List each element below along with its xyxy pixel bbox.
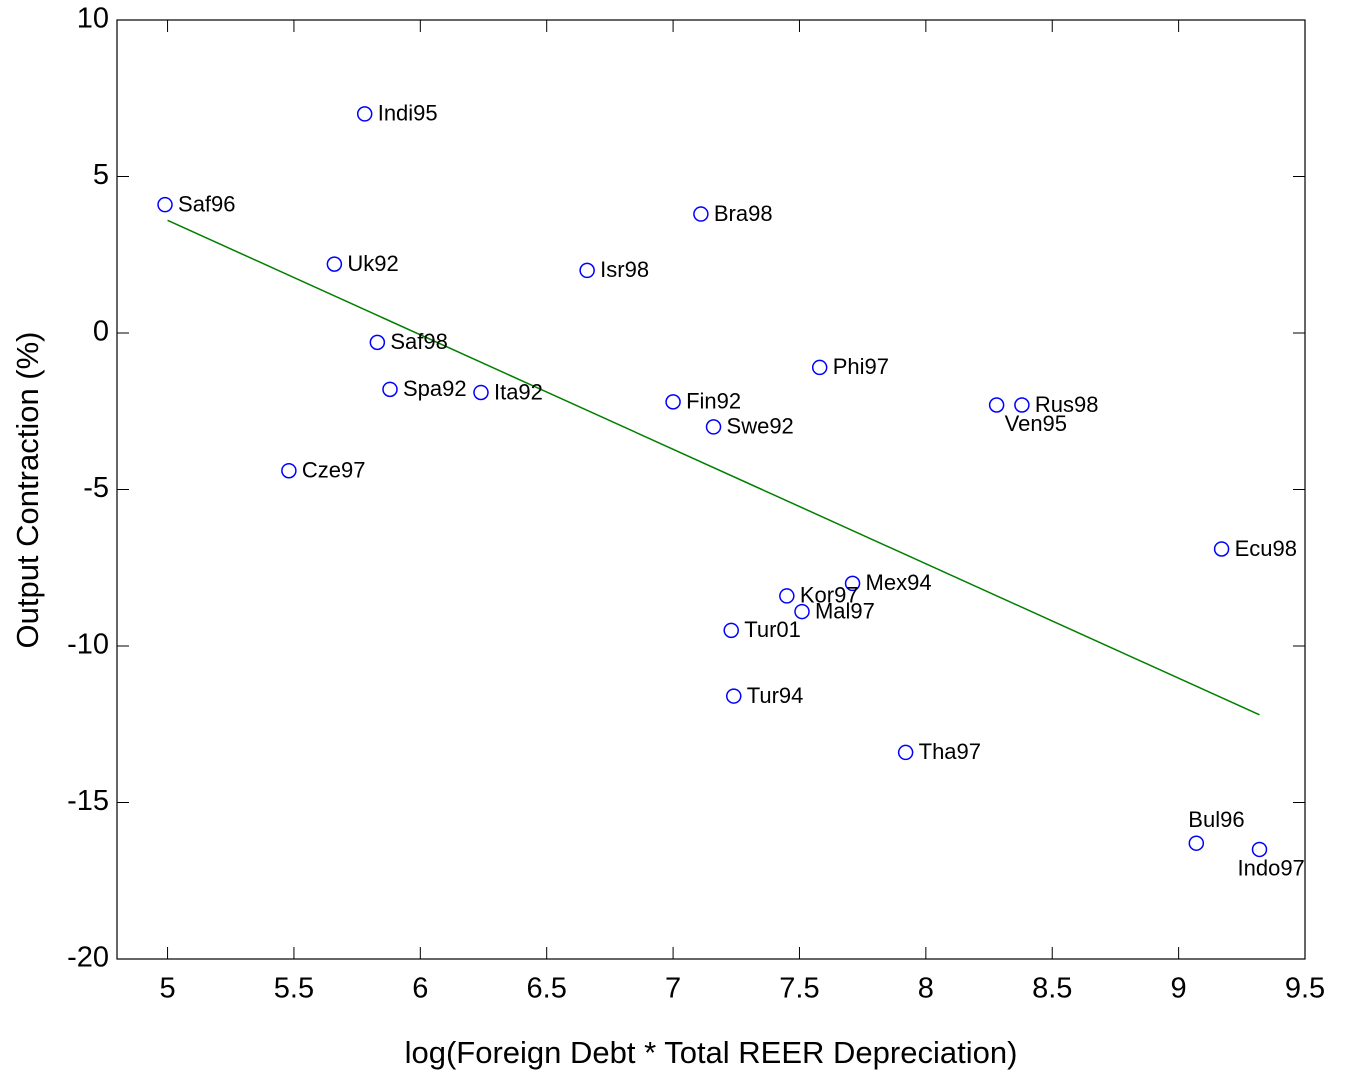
point-label: Mal97 <box>815 598 875 623</box>
point <box>844 575 861 592</box>
x-tick-label: 8.5 <box>1032 973 1072 1005</box>
point-label: Uk92 <box>347 251 398 276</box>
point-label: Fin92 <box>686 389 741 414</box>
x-tick-label: 5 <box>159 973 175 1005</box>
y-tick-label: 10 <box>77 3 109 35</box>
point-label: Mex94 <box>866 570 932 595</box>
point <box>794 603 810 620</box>
point <box>723 622 739 639</box>
x-tick-label: 9 <box>1171 973 1187 1005</box>
x-tick-label: 6.5 <box>527 973 567 1005</box>
point <box>473 384 489 401</box>
point-label: Cze97 <box>302 458 366 483</box>
point-label: Spa92 <box>403 376 467 401</box>
x-tick-label: 6 <box>412 973 428 1005</box>
point <box>897 744 914 761</box>
point-label: Ecu98 <box>1235 536 1297 561</box>
point <box>725 688 742 704</box>
point-label: Bra98 <box>714 201 773 226</box>
point <box>281 462 297 479</box>
point <box>988 397 1005 413</box>
x-tick-label: 7.5 <box>779 973 819 1005</box>
point-label: Ven95 <box>1005 411 1067 436</box>
point <box>1014 397 1030 413</box>
point <box>356 106 373 122</box>
point <box>1251 841 1268 858</box>
point <box>579 262 595 279</box>
point-label: Tha97 <box>919 739 981 764</box>
point-label: Swe92 <box>727 414 794 439</box>
point-label: Tur01 <box>744 617 801 642</box>
point-label: Phi97 <box>833 354 889 379</box>
point-label: Saf96 <box>178 191 236 216</box>
x-tick-label: 5.5 <box>274 973 314 1005</box>
point-label: Indi95 <box>378 101 438 126</box>
point-label: Indo97 <box>1238 855 1305 880</box>
point-label: Saf98 <box>390 329 448 354</box>
point <box>779 588 795 604</box>
point-label: Tur94 <box>747 683 804 708</box>
y-tick-label: -15 <box>67 785 109 817</box>
x-tick-label: 7 <box>665 973 681 1005</box>
y-tick-label: -10 <box>67 629 109 661</box>
point <box>157 196 173 213</box>
y-axis-label: Output Contraction (%) <box>10 331 45 648</box>
x-tick-label: 9.5 <box>1285 973 1325 1005</box>
y-tick-label: 5 <box>93 159 109 191</box>
point <box>665 394 681 410</box>
y-tick-label: -20 <box>67 942 109 974</box>
x-tick-label: 8 <box>918 973 934 1005</box>
fit-line <box>167 219 1260 716</box>
point <box>1213 541 1230 557</box>
point <box>369 334 386 351</box>
point-label: Rus98 <box>1035 392 1099 417</box>
point <box>1188 835 1205 851</box>
point <box>693 206 709 222</box>
point-label: Ita92 <box>494 379 543 404</box>
y-tick-label: -5 <box>83 472 109 504</box>
y-tick-label: 0 <box>93 316 109 348</box>
point <box>811 359 828 376</box>
plot-frame <box>116 19 1306 960</box>
point <box>382 381 398 398</box>
point-label: Kor97 <box>800 583 859 608</box>
point-label: Bul96 <box>1188 807 1244 832</box>
point <box>705 419 722 435</box>
point-label: Isr98 <box>600 257 649 282</box>
point <box>326 256 343 272</box>
x-axis-label: log(Foreign Debt * Total REER Depreciati… <box>405 1035 1018 1070</box>
